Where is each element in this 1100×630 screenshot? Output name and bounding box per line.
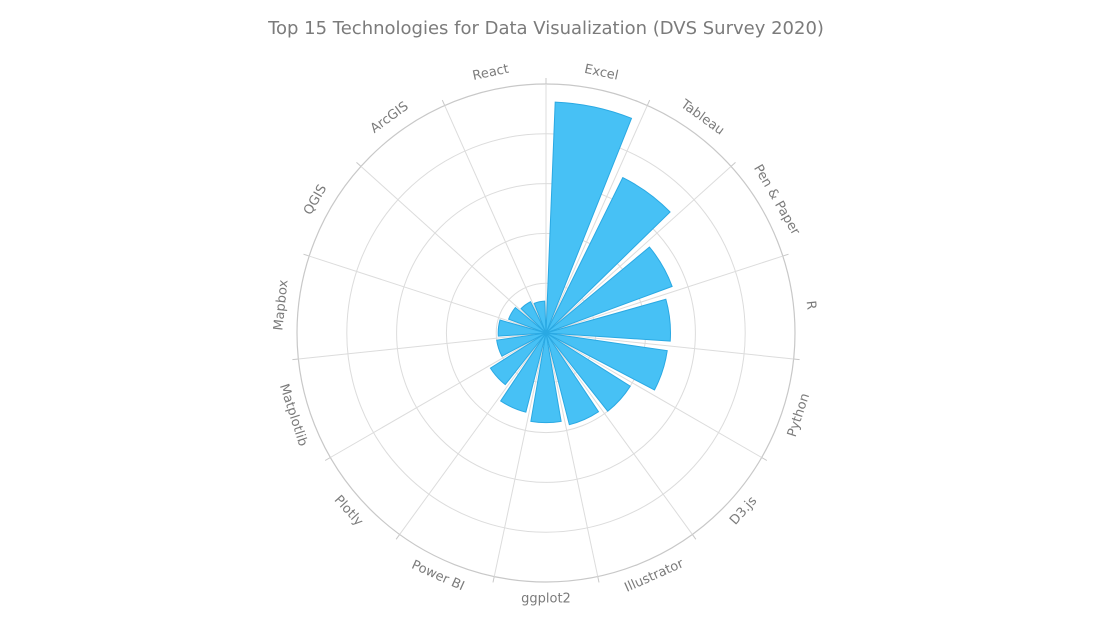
category-label-plotly: Plotly bbox=[331, 493, 366, 530]
category-label-excel: Excel bbox=[583, 62, 620, 84]
grid-spoke bbox=[545, 332, 599, 577]
category-label-pen-and-paper: Pen & Paper bbox=[750, 162, 803, 238]
axis-tick bbox=[292, 358, 299, 361]
axis-tick bbox=[782, 253, 789, 257]
category-label-power-bi: Power BI bbox=[409, 558, 466, 595]
axis-tick bbox=[597, 576, 600, 583]
bar-arcgis[interactable] bbox=[520, 301, 547, 334]
axis-tick bbox=[730, 162, 736, 167]
category-label-r: R bbox=[803, 300, 819, 311]
category-label-mapbox: Mapbox bbox=[271, 279, 291, 332]
category-label-ggplot2: ggplot2 bbox=[521, 592, 571, 607]
bar-illustrator[interactable] bbox=[545, 332, 600, 426]
category-label-arcgis: ArcGIS bbox=[368, 99, 412, 137]
bar-r[interactable] bbox=[545, 298, 672, 342]
grid-spoke bbox=[545, 332, 693, 535]
grid-spoke bbox=[330, 332, 547, 458]
bar-qgis[interactable] bbox=[507, 306, 547, 334]
category-label-tableau: Tableau bbox=[677, 97, 727, 139]
bar-react[interactable] bbox=[533, 300, 547, 334]
bar-python[interactable] bbox=[545, 332, 668, 391]
bar-power-bi[interactable] bbox=[499, 332, 547, 413]
category-label-matplotlib: Matplotlib bbox=[276, 382, 310, 448]
bar-pen-and-paper[interactable] bbox=[545, 246, 673, 334]
category-label-illustrator: Illustrator bbox=[622, 556, 686, 596]
chart-title: Top 15 Technologies for Data Visualizati… bbox=[267, 18, 824, 39]
grid-spoke bbox=[545, 332, 794, 360]
axis-tick bbox=[761, 457, 768, 461]
bar-matplotlib[interactable] bbox=[496, 332, 547, 357]
grid-spoke bbox=[360, 166, 547, 334]
bar-tableau[interactable] bbox=[545, 176, 671, 334]
grid-layer bbox=[292, 78, 800, 583]
grid-spoke bbox=[444, 105, 547, 334]
axis-tick bbox=[492, 576, 495, 583]
grid-spoke bbox=[298, 332, 547, 360]
grid-spoke bbox=[545, 166, 732, 334]
bar-ggplot2[interactable] bbox=[530, 332, 562, 424]
grid-spoke bbox=[545, 105, 648, 334]
category-label-python: Python bbox=[785, 391, 813, 438]
category-label-react: React bbox=[471, 62, 510, 84]
grid-spoke bbox=[493, 332, 547, 577]
grid-spoke bbox=[399, 332, 547, 535]
bar-mapbox[interactable] bbox=[497, 319, 547, 337]
bar-d3-js[interactable] bbox=[545, 332, 631, 412]
axis-tick bbox=[646, 99, 651, 106]
axis-tick bbox=[395, 534, 401, 540]
bar-excel[interactable] bbox=[545, 101, 633, 334]
axis-tick bbox=[324, 457, 331, 461]
axis-tick bbox=[793, 358, 800, 361]
grid-spoke bbox=[545, 332, 762, 458]
category-label-qgis: QGIS bbox=[301, 182, 330, 218]
grid-spoke bbox=[545, 255, 783, 334]
axis-tick bbox=[356, 162, 362, 167]
grid-spoke bbox=[309, 255, 547, 334]
axis-tick bbox=[691, 534, 697, 540]
axis-tick bbox=[441, 99, 446, 106]
bar-layer bbox=[489, 101, 673, 426]
axis-tick bbox=[303, 253, 310, 257]
bar-plotly[interactable] bbox=[489, 332, 547, 386]
